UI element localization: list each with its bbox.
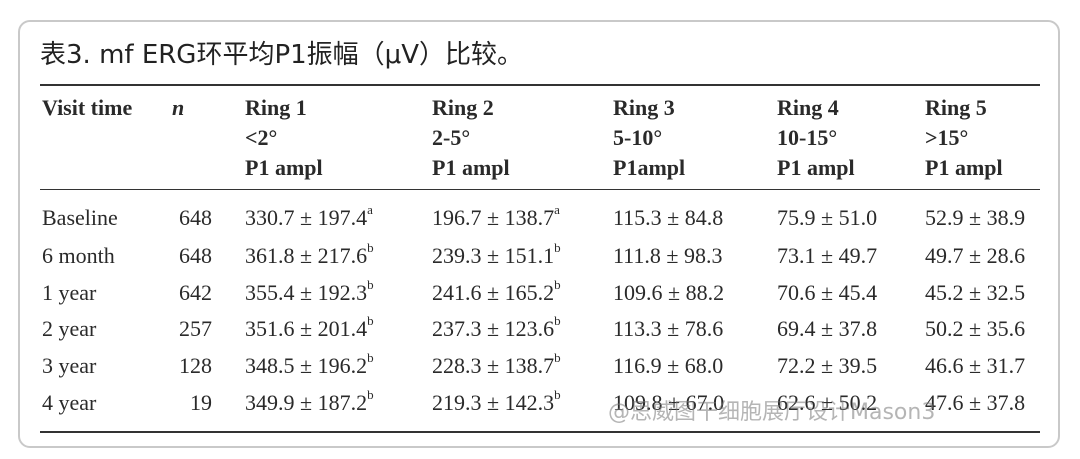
table-cell: 109.6 ± 88.2 [613,280,725,305]
cell-value: 239.3 ± 151.1 [432,243,555,268]
table-cell: 330.7 ± 197.4a [245,203,373,233]
footnote-mark: b [367,387,374,402]
table-cell: 115.3 ± 84.8 [613,205,724,230]
column-header: n [172,95,185,120]
column-header: P1 ampl [245,155,323,180]
top-rule [40,84,1040,86]
cell-value: 196.7 ± 138.7 [432,205,555,230]
table-cell: 239.3 ± 151.1b [432,241,561,271]
column-header: <2° [245,125,278,150]
table-cell: 75.9 ± 51.0 [777,205,878,230]
table-cell: 3 year [42,353,97,378]
table-cell: 1 year [42,280,97,305]
cell-value: 351.6 ± 201.4 [245,316,368,341]
column-header: Ring 5 [925,95,987,120]
table-cell: 116.9 ± 68.0 [613,353,724,378]
cell-value: 219.3 ± 142.3 [432,390,555,415]
table-cell: 351.6 ± 201.4b [245,314,374,344]
table-cell: 111.8 ± 98.3 [613,243,723,268]
table-cell: 45.2 ± 32.5 [925,280,1026,305]
table-cell: 4 year [42,390,97,415]
table-cell: 128 [179,353,212,378]
table-cell: 2 year [42,316,97,341]
column-header: P1ampl [613,155,686,180]
footnote-mark: b [367,350,374,365]
footnote-mark: a [554,202,560,217]
footnote-mark: a [367,202,373,217]
column-header: P1 ampl [925,155,1003,180]
table-cell: 52.9 ± 38.9 [925,205,1026,230]
column-header: Ring 4 [777,95,839,120]
table-card [18,20,1060,448]
table-cell: 47.6 ± 37.8 [925,390,1026,415]
header-rule [40,189,1040,190]
column-header: 2-5° [432,125,471,150]
table-cell: 241.6 ± 165.2b [432,278,561,308]
table-cell: Baseline [42,205,118,230]
table-cell: 257 [179,316,212,341]
column-header: Ring 3 [613,95,675,120]
bottom-rule [40,431,1040,433]
footnote-mark: b [554,277,561,292]
table-cell: 237.3 ± 123.6b [432,314,561,344]
footnote-mark: b [554,313,561,328]
table-cell: 46.6 ± 31.7 [925,353,1026,378]
footnote-mark: b [554,240,561,255]
column-header: 10-15° [777,125,838,150]
column-header: >15° [925,125,969,150]
column-header: P1 ampl [432,155,510,180]
column-header: Ring 2 [432,95,494,120]
footnote-mark: b [367,240,374,255]
column-header: P1 ampl [777,155,855,180]
table-cell: 70.6 ± 45.4 [777,280,878,305]
table-cell: 19 [190,390,212,415]
column-header: 5-10° [613,125,663,150]
cell-value: 348.5 ± 196.2 [245,353,368,378]
table-cell: 228.3 ± 138.7b [432,351,561,381]
column-header: Visit time [42,95,133,120]
table-cell: 196.7 ± 138.7a [432,203,560,233]
table-cell: 50.2 ± 35.6 [925,316,1026,341]
cell-value: 228.3 ± 138.7 [432,353,555,378]
cell-value: 349.9 ± 187.2 [245,390,368,415]
footnote-mark: b [367,313,374,328]
table-cell: 49.7 ± 28.6 [925,243,1026,268]
watermark: @思威图干细胞展厅设计Mason3 [608,400,936,425]
table-cell: 62.6 ± 50.2 [777,390,878,415]
cell-value: 361.8 ± 217.6 [245,243,368,268]
table-cell: 113.3 ± 78.6 [613,316,724,341]
table-cell: 6 month [42,243,115,268]
table-cell: 361.8 ± 217.6b [245,241,374,271]
table-cell: 355.4 ± 192.3b [245,278,374,308]
table-cell: 349.9 ± 187.2b [245,388,374,418]
table-cell: 642 [179,280,212,305]
table-cell: 73.1 ± 49.7 [777,243,878,268]
table-title: 表3. mf ERG环平均P1振幅（μV）比较。 [40,40,524,70]
footnote-mark: b [554,350,561,365]
cell-value: 237.3 ± 123.6 [432,316,555,341]
table-cell: 219.3 ± 142.3b [432,388,561,418]
table-cell: 109.8 ± 67.0 [613,390,725,415]
table-cell: 72.2 ± 39.5 [777,353,878,378]
column-header: Ring 1 [245,95,307,120]
footnote-mark: b [554,387,561,402]
table-cell: 69.4 ± 37.8 [777,316,878,341]
cell-value: 355.4 ± 192.3 [245,280,368,305]
cell-value: 330.7 ± 197.4 [245,205,368,230]
footnote-mark: b [367,277,374,292]
table-cell: 648 [179,205,212,230]
cell-value: 241.6 ± 165.2 [432,280,555,305]
table-cell: 648 [179,243,212,268]
table-cell: 348.5 ± 196.2b [245,351,374,381]
